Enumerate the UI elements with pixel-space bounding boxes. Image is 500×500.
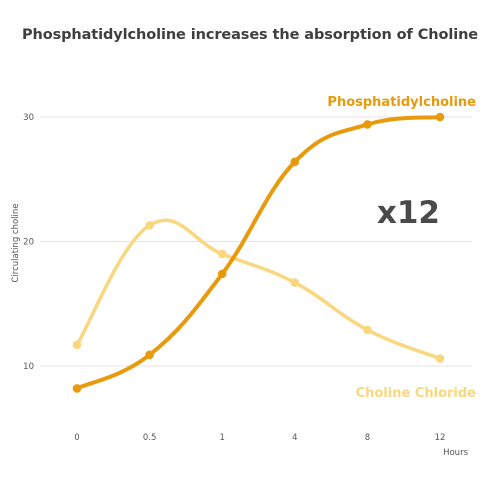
data-point-choline-chloride-12 [436,354,445,363]
data-point-choline-chloride-1 [218,250,227,259]
y-tick-labels: 10 20 30 [23,113,34,372]
data-point-choline-chloride-8 [363,326,372,335]
y-tick-label: 30 [23,113,34,123]
y-tick-label: 20 [23,238,34,248]
x-tick-label: 4 [292,433,297,443]
data-point-phosphatidylcholine-1 [218,270,227,279]
series-line-choline-chloride [77,220,440,358]
x-tick-label: 0.5 [143,433,157,443]
series [73,113,445,393]
x-tick-labels: 0 0.5 1 4 8 12 [74,433,445,443]
x-tick-label: 0 [74,433,79,443]
annotation-x12: x12 [377,195,440,231]
data-point-phosphatidylcholine-8 [363,120,372,129]
data-point-choline-chloride-0.5 [145,221,154,230]
gridlines [40,117,472,366]
data-point-phosphatidylcholine-0.5 [145,350,154,359]
y-tick-label: 10 [23,362,34,372]
series-label-choline-chloride: Choline Chloride [356,386,477,401]
x-axis-label: Hours [443,448,468,458]
series-line-phosphatidylcholine [77,117,440,388]
data-point-choline-chloride-0 [73,341,82,350]
series-phosphatidylcholine [73,113,445,393]
y-axis-label: Circulating choline [11,203,21,282]
x-tick-label: 12 [435,433,446,443]
data-point-phosphatidylcholine-12 [436,113,445,122]
x-tick-label: 1 [219,433,224,443]
x-tick-label: 8 [365,433,370,443]
data-point-phosphatidylcholine-0 [73,384,82,393]
series-label-phosphatidylcholine: Phosphatidylcholine [327,95,476,110]
data-point-choline-chloride-4 [291,278,300,287]
data-point-phosphatidylcholine-4 [291,158,300,167]
